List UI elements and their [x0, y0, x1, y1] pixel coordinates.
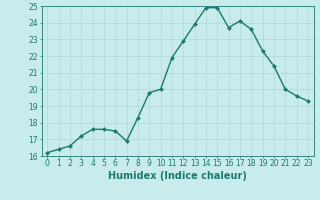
X-axis label: Humidex (Indice chaleur): Humidex (Indice chaleur)	[108, 171, 247, 181]
